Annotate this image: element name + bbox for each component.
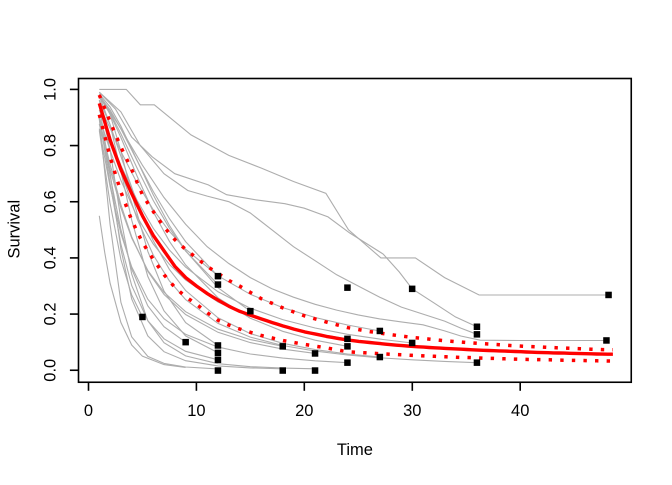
svg-text:1.0: 1.0 — [42, 78, 60, 101]
svg-text:0.6: 0.6 — [42, 190, 60, 213]
svg-text:Survival: Survival — [6, 200, 24, 259]
svg-text:40: 40 — [511, 402, 529, 420]
svg-text:30: 30 — [403, 402, 421, 420]
svg-text:20: 20 — [295, 402, 313, 420]
svg-text:0.4: 0.4 — [42, 246, 60, 269]
svg-text:0.8: 0.8 — [42, 134, 60, 157]
svg-text:Time: Time — [337, 441, 373, 459]
svg-text:0.0: 0.0 — [42, 359, 60, 382]
svg-text:10: 10 — [187, 402, 205, 420]
svg-text:0.2: 0.2 — [42, 303, 60, 326]
svg-text:0: 0 — [84, 402, 93, 420]
